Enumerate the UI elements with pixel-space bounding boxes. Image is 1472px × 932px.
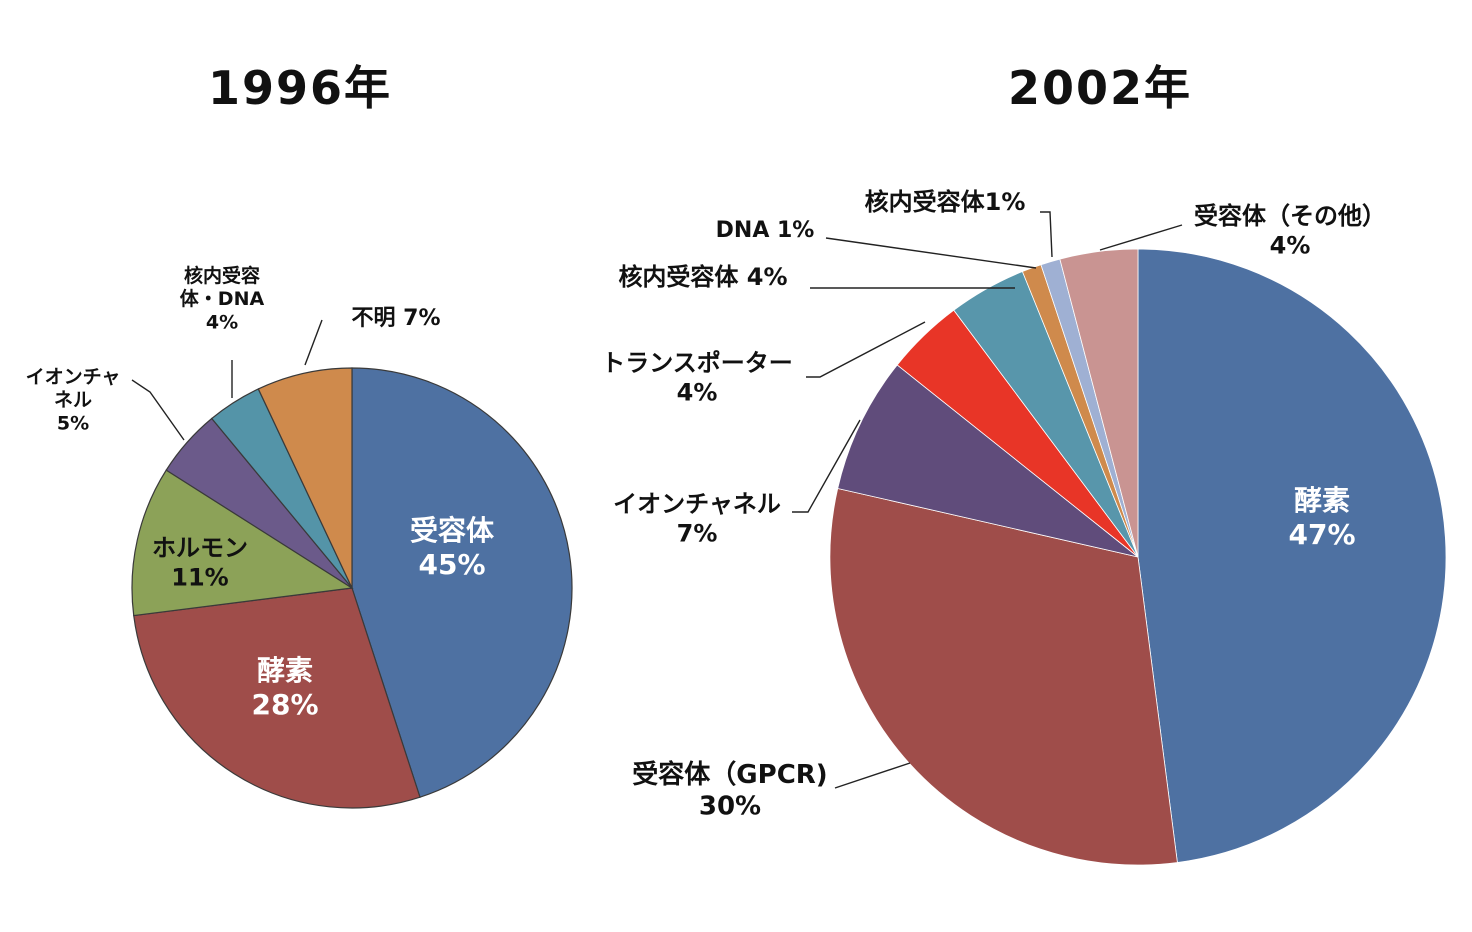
slice-label: 不明 7% (351, 306, 440, 331)
pie-slice (257, 367, 353, 589)
pie-slice (1137, 248, 1447, 863)
slice-label: イオンチャネル 5% (26, 366, 121, 434)
pie-slice (829, 487, 1178, 866)
pie-slice (133, 587, 421, 809)
slice-label: 酵素 28% (251, 654, 318, 721)
leader-line (304, 319, 323, 366)
pie-slice (837, 364, 1139, 558)
chart-title-1996: 1996年 (208, 61, 393, 115)
pie-slice (351, 367, 573, 798)
slice-label: イオンチャネル 7% (613, 490, 781, 547)
chart-title-2002: 2002年 (1008, 61, 1193, 115)
slice-label: 酵素 47% (1288, 484, 1355, 551)
slice-label: DNA 1% (716, 218, 815, 243)
leader-line (792, 419, 861, 513)
slice-label: 受容体 45% (410, 514, 495, 581)
leader-line (1040, 211, 1053, 258)
leader-line (825, 237, 1037, 269)
pie-slice (131, 469, 354, 617)
leader-line (1099, 224, 1183, 251)
leader-line (131, 379, 185, 441)
slice-label: 受容体（その他） 4% (1194, 202, 1386, 259)
slice-label: 核内受容体 4% (618, 263, 787, 291)
slice-label: 受容体（GPCR) 30% (632, 759, 827, 822)
leader-line (806, 321, 926, 378)
pie-slice (1059, 248, 1139, 558)
slice-label: ホルモン 11% (152, 534, 248, 591)
slice-label: 核内受容体1% (865, 188, 1026, 216)
slice-label: トランスポーター 4% (601, 349, 793, 406)
slice-label: 核内受容体・DNA 4% (180, 264, 265, 333)
leader-line (834, 762, 911, 789)
